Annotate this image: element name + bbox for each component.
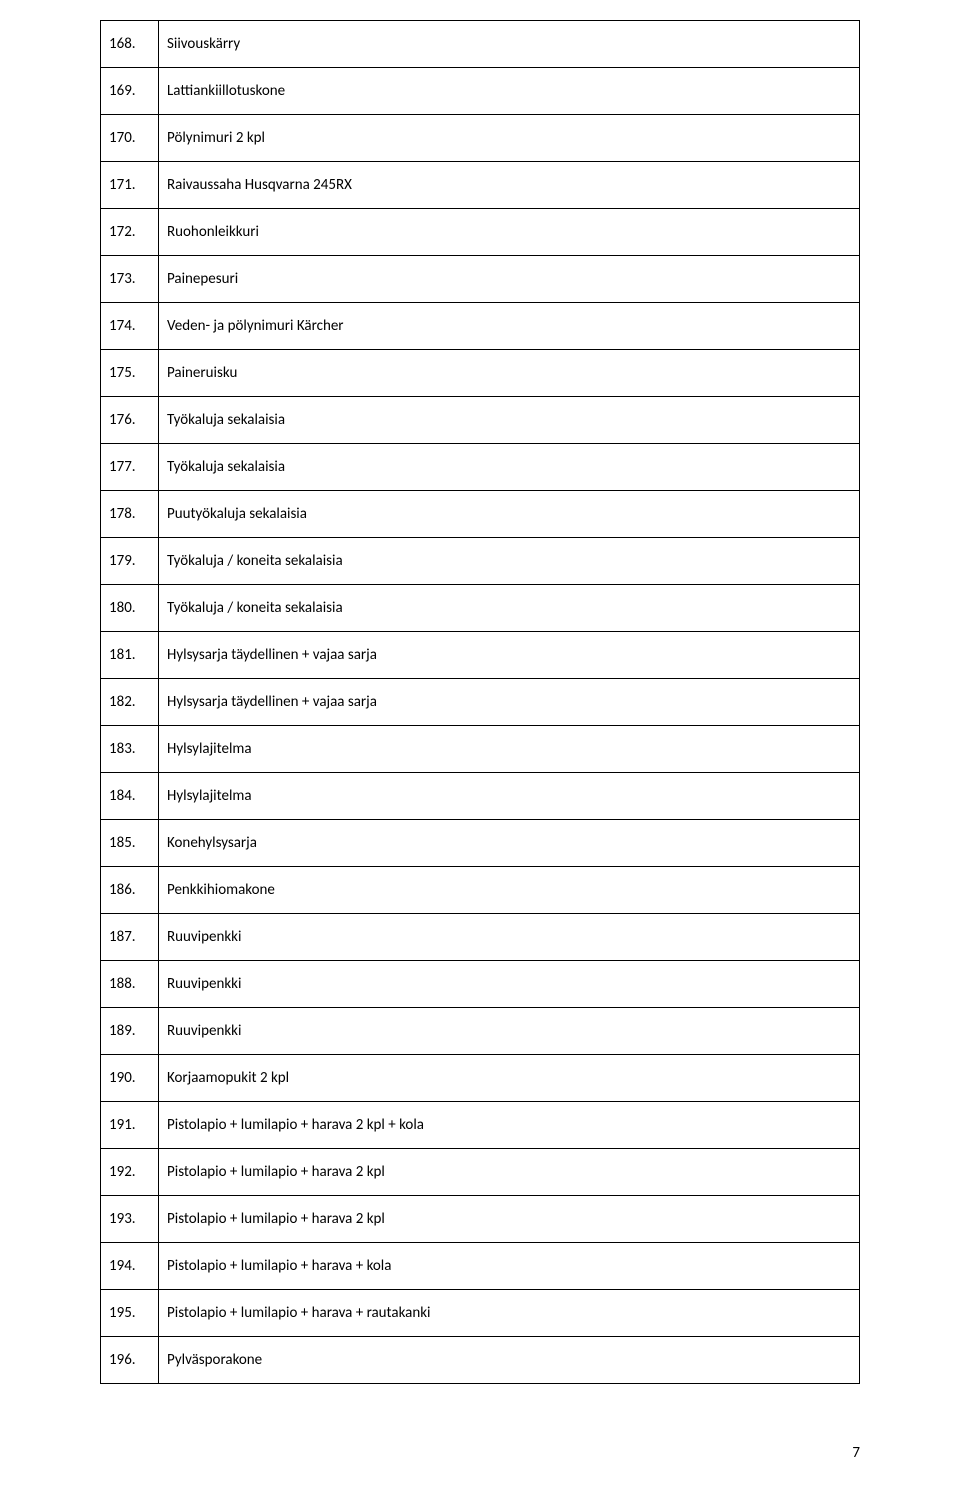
row-number: 178. [101,491,159,538]
row-description: Hylsylajitelma [159,726,860,773]
row-number: 172. [101,209,159,256]
table-row: 170.Pölynimuri 2 kpl [101,115,860,162]
row-description: Pistolapio + lumilapio + harava 2 kpl [159,1196,860,1243]
row-description: Pistolapio + lumilapio + harava + kola [159,1243,860,1290]
row-description: Hylsysarja täydellinen + vajaa sarja [159,632,860,679]
row-description: Pistolapio + lumilapio + harava 2 kpl + … [159,1102,860,1149]
row-description: Pylväsporakone [159,1337,860,1384]
row-description: Hylsylajitelma [159,773,860,820]
row-number: 169. [101,68,159,115]
row-description: Paineruisku [159,350,860,397]
table-row: 172.Ruohonleikkuri [101,209,860,256]
row-number: 193. [101,1196,159,1243]
row-description: Pistolapio + lumilapio + harava 2 kpl [159,1149,860,1196]
row-number: 180. [101,585,159,632]
row-number: 192. [101,1149,159,1196]
row-number: 189. [101,1008,159,1055]
table-row: 195.Pistolapio + lumilapio + harava + ra… [101,1290,860,1337]
table-row: 175.Paineruisku [101,350,860,397]
table-row: 183.Hylsylajitelma [101,726,860,773]
row-number: 181. [101,632,159,679]
row-description: Lattiankiillotuskone [159,68,860,115]
row-number: 186. [101,867,159,914]
row-number: 195. [101,1290,159,1337]
row-description: Ruuvipenkki [159,914,860,961]
row-number: 185. [101,820,159,867]
row-description: Hylsysarja täydellinen + vajaa sarja [159,679,860,726]
row-number: 176. [101,397,159,444]
row-description: Penkkihiomakone [159,867,860,914]
row-number: 168. [101,21,159,68]
table-row: 177.Työkaluja sekalaisia [101,444,860,491]
table-row: 190.Korjaamopukit 2 kpl [101,1055,860,1102]
items-table: 168.Siivouskärry169.Lattiankiillotuskone… [100,20,860,1384]
table-row: 186.Penkkihiomakone [101,867,860,914]
row-description: Työkaluja / koneita sekalaisia [159,538,860,585]
table-row: 182.Hylsysarja täydellinen + vajaa sarja [101,679,860,726]
table-row: 179.Työkaluja / koneita sekalaisia [101,538,860,585]
table-row: 173.Painepesuri [101,256,860,303]
row-number: 182. [101,679,159,726]
table-row: 187.Ruuvipenkki [101,914,860,961]
row-description: Ruuvipenkki [159,961,860,1008]
row-description: Työkaluja / koneita sekalaisia [159,585,860,632]
table-row: 185.Konehylsysarja [101,820,860,867]
row-number: 173. [101,256,159,303]
row-number: 183. [101,726,159,773]
row-number: 187. [101,914,159,961]
table-row: 194.Pistolapio + lumilapio + harava + ko… [101,1243,860,1290]
table-row: 192.Pistolapio + lumilapio + harava 2 kp… [101,1149,860,1196]
table-row: 171.Raivaussaha Husqvarna 245RX [101,162,860,209]
table-row: 178.Puutyökaluja sekalaisia [101,491,860,538]
row-description: Konehylsysarja [159,820,860,867]
row-number: 174. [101,303,159,350]
table-row: 168.Siivouskärry [101,21,860,68]
row-description: Raivaussaha Husqvarna 245RX [159,162,860,209]
table-row: 189.Ruuvipenkki [101,1008,860,1055]
row-number: 196. [101,1337,159,1384]
table-row: 181.Hylsysarja täydellinen + vajaa sarja [101,632,860,679]
row-number: 171. [101,162,159,209]
table-row: 174.Veden- ja pölynimuri Kärcher [101,303,860,350]
table-row: 188.Ruuvipenkki [101,961,860,1008]
row-description: Ruuvipenkki [159,1008,860,1055]
row-description: Puutyökaluja sekalaisia [159,491,860,538]
table-row: 191.Pistolapio + lumilapio + harava 2 kp… [101,1102,860,1149]
table-row: 193.Pistolapio + lumilapio + harava 2 kp… [101,1196,860,1243]
row-description: Korjaamopukit 2 kpl [159,1055,860,1102]
row-number: 177. [101,444,159,491]
row-number: 191. [101,1102,159,1149]
table-row: 180.Työkaluja / koneita sekalaisia [101,585,860,632]
row-number: 170. [101,115,159,162]
row-description: Veden- ja pölynimuri Kärcher [159,303,860,350]
table-row: 176.Työkaluja sekalaisia [101,397,860,444]
row-number: 188. [101,961,159,1008]
row-number: 190. [101,1055,159,1102]
items-table-body: 168.Siivouskärry169.Lattiankiillotuskone… [101,21,860,1384]
row-description: Pölynimuri 2 kpl [159,115,860,162]
row-description: Työkaluja sekalaisia [159,397,860,444]
row-description: Painepesuri [159,256,860,303]
table-row: 184.Hylsylajitelma [101,773,860,820]
row-description: Ruohonleikkuri [159,209,860,256]
row-number: 175. [101,350,159,397]
row-description: Pistolapio + lumilapio + harava + rautak… [159,1290,860,1337]
table-row: 169.Lattiankiillotuskone [101,68,860,115]
table-row: 196.Pylväsporakone [101,1337,860,1384]
row-description: Työkaluja sekalaisia [159,444,860,491]
row-number: 179. [101,538,159,585]
row-number: 194. [101,1243,159,1290]
row-number: 184. [101,773,159,820]
page-number: 7 [852,1444,860,1462]
row-description: Siivouskärry [159,21,860,68]
